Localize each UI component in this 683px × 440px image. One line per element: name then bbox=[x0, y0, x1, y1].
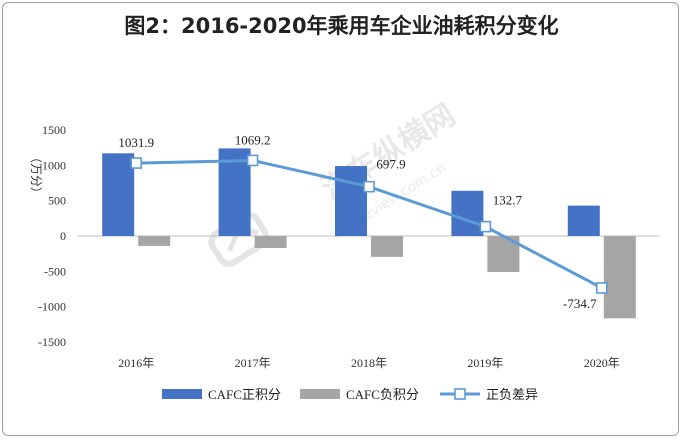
x-tick-label: 2018年 bbox=[351, 356, 387, 370]
legend-label: CAFC负积分 bbox=[346, 387, 419, 402]
bar-negative-credit bbox=[254, 236, 287, 249]
difference-marker bbox=[479, 220, 492, 233]
x-tick-label: 2017年 bbox=[235, 356, 271, 370]
bar-positive-credit bbox=[451, 190, 484, 236]
legend-label: 正负差异 bbox=[486, 387, 538, 402]
bars bbox=[102, 148, 636, 319]
difference-line bbox=[130, 154, 608, 294]
legend-label: CAFC正积分 bbox=[208, 387, 281, 402]
bar-negative-credit bbox=[371, 236, 403, 257]
y-tick-label: 1000 bbox=[42, 158, 66, 172]
chart-title: 图2：2016-2020年乘用车企业油耗积分变化 bbox=[124, 14, 559, 38]
legend-marker bbox=[454, 388, 466, 400]
y-tick-label: -1500 bbox=[38, 335, 66, 349]
y-axis-label: （万分） bbox=[29, 151, 43, 199]
bar-positive-credit bbox=[335, 166, 367, 236]
axes: 1500 1000 500 0 -500 -1000 -1500 2016年 2017年 2018… bbox=[38, 123, 660, 370]
data-label: -734.7 bbox=[563, 296, 597, 311]
legend: CAFC正积分 CAFC负积分 正负差异 bbox=[162, 387, 538, 402]
data-labels: 1031.9 1069.2 697.9 132.7 -734.7 bbox=[118, 132, 597, 310]
x-tick-label: 2016年 bbox=[118, 356, 154, 370]
difference-marker bbox=[595, 282, 608, 294]
y-tick-label: 500 bbox=[48, 194, 66, 208]
legend-swatch bbox=[300, 389, 340, 399]
x-tick-label: 2020年 bbox=[584, 356, 620, 370]
data-label: 132.7 bbox=[493, 193, 523, 208]
y-tick-label: 0 bbox=[60, 229, 66, 243]
data-label: 1069.2 bbox=[235, 132, 271, 147]
x-tick-label: 2019年 bbox=[467, 356, 503, 370]
bar-negative-credit bbox=[138, 236, 171, 246]
y-tick-label: -500 bbox=[44, 264, 66, 278]
y-tick-label: -1000 bbox=[38, 300, 66, 314]
bar-positive-credit bbox=[102, 153, 135, 236]
bar-positive-credit bbox=[567, 205, 600, 236]
data-label: 1031.9 bbox=[118, 135, 154, 150]
legend-swatch bbox=[162, 389, 202, 399]
data-label: 697.9 bbox=[376, 157, 405, 172]
difference-marker bbox=[363, 180, 375, 193]
difference-marker bbox=[246, 154, 259, 167]
y-tick-label: 1500 bbox=[42, 123, 66, 137]
difference-marker bbox=[130, 157, 142, 169]
bar-positive-credit bbox=[218, 148, 251, 236]
bar-negative-credit bbox=[603, 236, 636, 319]
